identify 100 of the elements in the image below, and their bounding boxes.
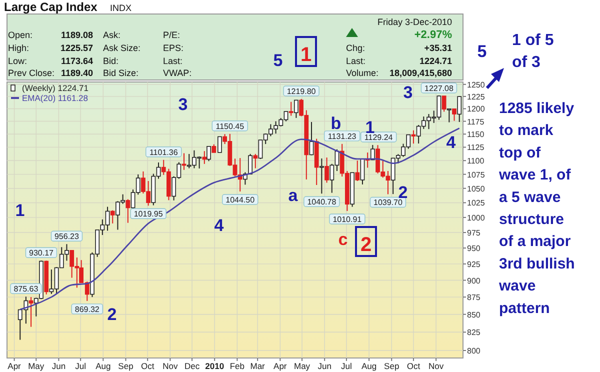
- legend-label: EMA(20) 1161.28: [22, 93, 88, 103]
- annotation: a: [288, 186, 298, 205]
- x-tick-label: 2010: [205, 361, 224, 371]
- y-tick-label: 1175: [467, 117, 485, 126]
- y-tick-label: 800: [467, 346, 481, 356]
- annotation: 1131.23: [328, 132, 357, 141]
- text: +2.97%: [414, 29, 452, 41]
- annotation: b: [330, 114, 342, 133]
- chart-title: Large Cap Index: [4, 0, 98, 14]
- text: Ask:: [103, 30, 121, 40]
- candlestick: [309, 121, 314, 156]
- text: Bid:: [103, 56, 119, 66]
- text: 1: [300, 44, 312, 66]
- annotation: 1040.78: [307, 198, 337, 207]
- annotation: 1219.80: [286, 86, 316, 96]
- annotation: 1: [15, 201, 25, 220]
- x-tick-label: Sep: [118, 361, 134, 371]
- y-tick-label: 1000: [467, 213, 486, 222]
- x-tick-label: Nov: [428, 361, 444, 371]
- annotation: 930.17: [29, 248, 54, 258]
- text: 1224.71: [419, 56, 452, 66]
- annotation: 3: [403, 83, 413, 102]
- text: 1189.40: [60, 68, 93, 78]
- annotation: 1039.70: [374, 198, 403, 208]
- candlestick: [110, 210, 115, 224]
- x-tick-label: Jun: [318, 361, 332, 371]
- x-tick-label: Jul: [75, 361, 86, 371]
- candlestick: [248, 153, 252, 175]
- y-tick-label: 1250: [467, 80, 486, 90]
- candlestick: [253, 153, 258, 169]
- text: 1225.57: [60, 43, 93, 53]
- candlestick: [446, 108, 452, 123]
- annotation: 2: [107, 305, 117, 324]
- candlestick: [28, 296, 34, 328]
- text: 1173.64: [60, 56, 93, 66]
- candlestick: [452, 108, 456, 122]
- text: 5: [273, 51, 283, 70]
- text: Ask Size:: [103, 43, 141, 53]
- x-tick-label: Feb: [230, 361, 245, 371]
- candlestick: [202, 150, 207, 164]
- annotation: 1101.36: [149, 148, 178, 157]
- y-tick-label: 1200: [467, 104, 486, 114]
- candlestick: [182, 152, 186, 170]
- y-tick-label: 1125: [467, 143, 485, 152]
- annotation: c: [338, 230, 348, 249]
- text: Volume:: [346, 68, 379, 78]
- x-tick-label: Nov: [162, 361, 178, 371]
- x-tick-label: Aug: [96, 361, 111, 371]
- annotation: 1129.24: [364, 132, 394, 142]
- annotation: 875.63: [14, 284, 39, 294]
- candlestick: [324, 157, 329, 184]
- text: P/E:: [163, 30, 180, 40]
- x-tick-label: May: [294, 361, 311, 371]
- x-tick-label: Oct: [406, 361, 421, 371]
- x-tick-label: Apr: [274, 361, 287, 371]
- y-tick-label: 1025: [467, 198, 486, 208]
- x-tick-label: Oct: [140, 361, 155, 371]
- annotation: 3: [178, 95, 188, 114]
- x-tick-label: Apr: [8, 361, 22, 371]
- y-tick-label: 950: [467, 244, 481, 254]
- y-tick-label: 1100: [467, 156, 485, 166]
- text: +35.31: [424, 43, 452, 53]
- text: Bid Size:: [103, 68, 139, 78]
- x-tick-label: Sep: [384, 361, 400, 371]
- candlestick: [411, 130, 416, 144]
- candlestick: [218, 136, 222, 153]
- y-tick-label: 850: [467, 310, 481, 320]
- x-tick-label: Jun: [52, 361, 66, 371]
- annotation: 4: [214, 216, 224, 235]
- x-tick-label: Aug: [361, 361, 377, 371]
- annotation: 4: [446, 133, 456, 152]
- text: Low:: [8, 56, 28, 66]
- y-tick-label: 1150: [467, 130, 485, 140]
- candlestick: [319, 158, 324, 194]
- text: 1 of 5 of 3: [512, 32, 554, 71]
- text: 1285 likely to mark top of wave 1, of a 5 wave structure of a major 3rd bullish wave pattern: [499, 100, 575, 317]
- candlestick: [126, 198, 130, 224]
- annotation: 1044.50: [226, 195, 256, 204]
- candlestick: [294, 99, 298, 118]
- chart-subtitle: INDX: [110, 3, 132, 13]
- annotation: 1150.45: [216, 122, 245, 131]
- x-tick-label: Jul: [341, 361, 352, 371]
- x-tick-label: Dec: [184, 361, 200, 371]
- text: Last:: [346, 56, 366, 66]
- candlestick: [457, 96, 462, 122]
- candlestick: [442, 95, 446, 112]
- y-tick-label: 1225: [467, 92, 486, 102]
- annotation: 956.23: [54, 232, 80, 242]
- text: 5: [477, 42, 487, 61]
- text: High:: [8, 43, 30, 53]
- text: 18,009,415,680: [389, 68, 452, 78]
- x-tick-label: Mar: [250, 361, 266, 371]
- annotation: 1010.91: [332, 214, 362, 224]
- annotation: 1019.95: [134, 210, 164, 219]
- y-tick-label: 825: [467, 328, 481, 338]
- y-tick-label: 1075: [467, 170, 486, 180]
- candlestick: [355, 160, 360, 182]
- y-tick-label: 975: [467, 228, 481, 238]
- candlestick: [288, 101, 294, 116]
- y-tick-label: 1050: [467, 184, 486, 194]
